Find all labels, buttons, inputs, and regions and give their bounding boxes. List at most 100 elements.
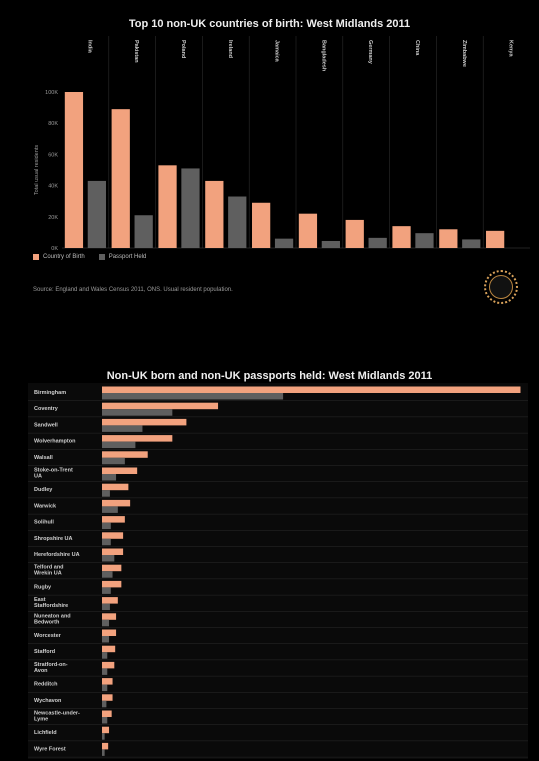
bar-passport-held — [321, 240, 340, 248]
legend-label-passport: Passport Held — [108, 254, 147, 260]
bar-country-of-birth — [345, 219, 364, 248]
source-note: Source: England and Wales Census 2011, O… — [33, 287, 233, 293]
y-tick-label: 20K — [48, 215, 58, 221]
bottom-chart-title: Non-UK born and non-UK passports held: W… — [106, 370, 433, 382]
row-label: Newcastle-under-Lyme — [34, 711, 80, 723]
bar-country-of-birth — [439, 229, 458, 248]
bar-country-of-birth — [102, 629, 117, 636]
row-label-line: Lyme — [34, 717, 48, 723]
bar-passport-held — [102, 668, 108, 675]
bar-passport-held — [102, 506, 118, 513]
row-label-line: Bedworth — [34, 619, 60, 625]
bar-passport-held — [274, 238, 294, 248]
bar-country-of-birth — [102, 742, 109, 750]
bar-country-of-birth — [102, 613, 117, 620]
row-label-line: Wyre Forest — [34, 746, 66, 752]
bar-country-of-birth — [252, 202, 271, 248]
row-label-line: Telford and — [34, 565, 64, 571]
bar-country-of-birth — [111, 109, 130, 248]
bar-passport-held — [102, 457, 125, 465]
bar-passport-held — [102, 538, 111, 546]
row-label-line: Nuneaton and — [34, 613, 71, 619]
bar-passport-held — [102, 587, 111, 594]
row-label: Walsall — [34, 455, 53, 461]
bar-country-of-birth — [102, 726, 110, 734]
y-tick-label: 60K — [48, 152, 58, 158]
bar-country-of-birth — [102, 710, 112, 717]
bar-passport-held — [102, 636, 110, 643]
row-label: Stafford — [34, 649, 55, 655]
row-label: East Staffordshire — [34, 597, 68, 609]
bar-passport-held — [415, 233, 434, 248]
bar-passport-held — [102, 603, 110, 611]
bar-country-of-birth — [102, 402, 219, 410]
y-axis-label: Total usual residents — [34, 145, 40, 195]
legend-swatch-passport — [98, 254, 105, 260]
row-label: Warwick — [34, 503, 57, 509]
bar-passport-held — [181, 168, 200, 248]
row-label: Birmingham — [34, 390, 66, 396]
y-tick-label: 100K — [45, 90, 58, 96]
bar-passport-held — [134, 215, 153, 248]
row-label: Coventry — [34, 406, 59, 412]
row-label: Herefordshire UA — [34, 552, 80, 558]
bar-passport-held — [102, 717, 108, 724]
bar-country-of-birth — [102, 597, 118, 604]
row-label-line: Shropshire UA — [34, 536, 73, 542]
bar-passport-held — [102, 555, 115, 562]
row-label-line: Rugby — [34, 584, 52, 590]
bar-country-of-birth — [486, 230, 505, 248]
bar-country-of-birth — [102, 532, 124, 539]
bar-passport-held — [102, 474, 117, 481]
row-label: Solihull — [34, 520, 54, 526]
category-label: Bangladesh — [320, 40, 326, 72]
bar-passport-held — [102, 749, 105, 756]
row-label-line: Sandwell — [34, 422, 58, 428]
bar-country-of-birth — [102, 548, 124, 555]
bar-country-of-birth — [102, 451, 148, 458]
row-label-line: Newcastle-under- — [34, 711, 80, 717]
bar-passport-held — [102, 490, 110, 497]
top-chart-panel: Top 10 non-UK countries of birth: West M… — [0, 0, 539, 330]
bar-passport-held — [102, 571, 113, 578]
y-tick-label: 40K — [48, 184, 58, 190]
row-label: Worcester — [34, 633, 62, 639]
bar-country-of-birth — [392, 226, 411, 248]
row-label-line: Stoke-on-Trent — [34, 468, 73, 474]
bottom-bar-chart: Birmingham Coventry Sandwell Wolverhampton W… — [28, 383, 528, 759]
bar-passport-held — [102, 393, 284, 400]
bar-country-of-birth — [102, 483, 129, 491]
bar-passport-held — [102, 652, 108, 659]
bar-passport-held — [102, 409, 173, 416]
bar-passport-held — [102, 733, 105, 740]
category-label: China — [414, 40, 420, 56]
bar-passport-held — [102, 441, 136, 449]
top-chart-title: Top 10 non-UK countries of birth: West M… — [128, 18, 411, 30]
category-label: Zimbabwe — [461, 40, 467, 67]
top-chart-legend: Country of Birth Passport Held — [33, 254, 146, 260]
row-label-line: Wrekin UA — [34, 571, 62, 577]
bar-country-of-birth — [102, 580, 122, 588]
category-label: Kenya — [508, 40, 514, 57]
row-label: Wolverhampton — [34, 439, 76, 445]
bar-country-of-birth — [102, 564, 122, 572]
category-label: Ireland — [227, 40, 233, 58]
row-label: Sandwell — [34, 422, 58, 428]
row-label-line: East — [34, 597, 46, 603]
legend-item-birth: Country of Birth — [33, 254, 85, 260]
row-label-line: Stratford-on- — [34, 662, 68, 668]
row-label-line: Avon — [34, 668, 48, 674]
bottom-chart-panel: Non-UK born and non-UK passports held: W… — [0, 364, 539, 761]
row-label-line: Walsall — [34, 455, 53, 461]
row-label-line: Redditch — [34, 682, 58, 688]
row-label-line: Dudley — [34, 487, 53, 493]
bar-passport-held — [462, 239, 481, 248]
row-label-line: Wolverhampton — [34, 439, 76, 445]
row-label-line: Warwick — [34, 503, 57, 509]
row-label: Wychavon — [34, 698, 62, 704]
bar-country-of-birth — [102, 467, 138, 474]
row-label-line: Solihull — [34, 520, 54, 526]
bar-passport-held — [87, 180, 106, 248]
row-label-line: Staffordshire — [34, 603, 68, 609]
migration-observatory-logo — [484, 270, 518, 304]
